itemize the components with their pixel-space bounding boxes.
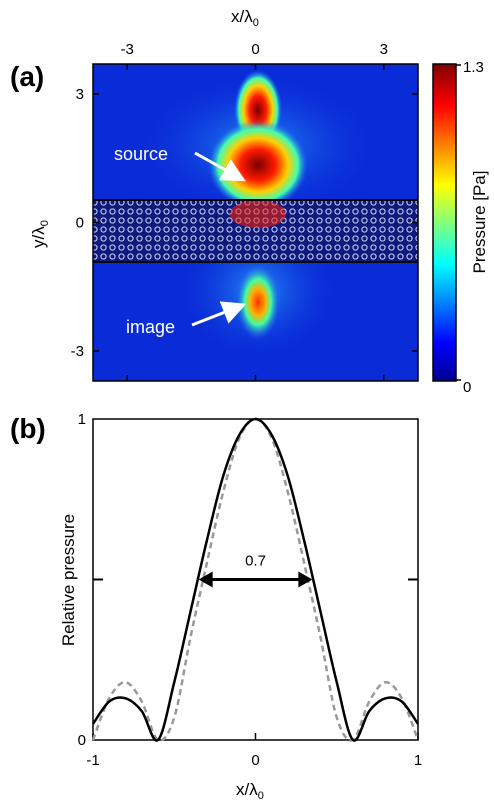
panel-a-x-ticks: -3 0 3 (121, 41, 388, 381)
panel-a-xlabel-sub: 0 (253, 17, 259, 29)
panel-a-ylabel-main: y/λ (29, 226, 48, 248)
a-ytick-label: -3 (71, 343, 84, 360)
image-arrow (191, 301, 247, 327)
fwhm-label: 0.7 (245, 553, 266, 570)
heatmap (93, 64, 418, 381)
panel-b-series (91, 417, 420, 742)
fwhm-arrow-head-right (298, 571, 313, 588)
b-xtick-label: 1 (414, 752, 422, 769)
colorbar-max-label: 1.3 (463, 59, 484, 76)
colorbar-label: Pressure [Pa] (470, 171, 489, 274)
colorbar-min-label: 0 (463, 379, 471, 396)
panel-a-y-ticks: 3 0 -3 (71, 86, 418, 360)
panel-b-label: (b) (10, 413, 46, 444)
panel-b-xlabel-sub: 0 (258, 790, 264, 802)
panel-b-ylabel: Relative pressure (59, 514, 78, 646)
panel-a-xlabel-main: x/λ (231, 7, 253, 26)
panel-b-ticks: -1 0 110 (78, 411, 423, 769)
image-label: image (126, 317, 175, 337)
a-xtick-label: 0 (251, 41, 259, 58)
series-solid-line (91, 417, 420, 742)
panel-a-label: (a) (10, 61, 44, 92)
panel-b-xlabel-main: x/λ (236, 780, 258, 799)
b-ytick-label: 0 (78, 732, 86, 749)
panel-a-xlabel: x/λ0 (231, 7, 259, 29)
series-dashed-line (91, 417, 420, 742)
a-ytick-label: 3 (76, 86, 84, 103)
a-xtick-label: 3 (380, 41, 388, 58)
colorbar (432, 63, 457, 382)
fwhm-arrow-head-left (198, 571, 213, 588)
b-xtick-label: 0 (251, 752, 259, 769)
source-label: source (114, 144, 168, 164)
panel-a-ylabel: y/λ0 (29, 220, 51, 248)
source-arrow (194, 151, 246, 182)
a-xtick-label: -3 (121, 41, 134, 58)
panel-b-xlabel: x/λ0 (236, 780, 264, 802)
source-hotspot (208, 120, 308, 210)
image-hotspot (236, 264, 280, 340)
slab-hotspot (230, 200, 286, 228)
panel-a-ylabel-sub: 0 (39, 220, 51, 226)
b-xtick-label: -1 (86, 752, 99, 769)
a-ytick-label: 0 (76, 215, 84, 232)
b-ytick-label: 1 (78, 411, 86, 428)
